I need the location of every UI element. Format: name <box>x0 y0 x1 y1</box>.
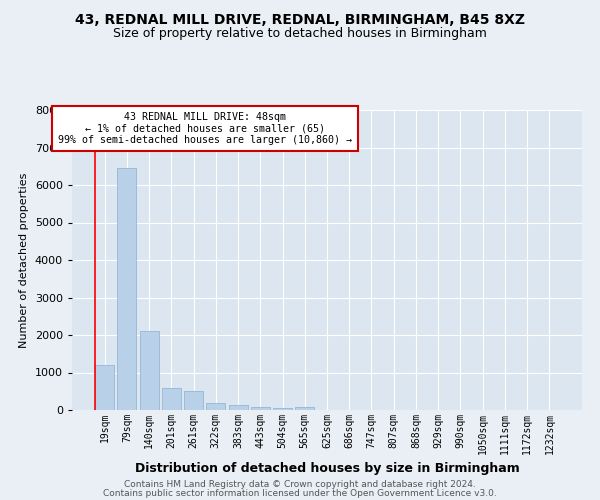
Bar <box>162 388 181 410</box>
Bar <box>273 408 292 410</box>
Text: 43, REDNAL MILL DRIVE, REDNAL, BIRMINGHAM, B45 8XZ: 43, REDNAL MILL DRIVE, REDNAL, BIRMINGHA… <box>75 12 525 26</box>
Bar <box>229 405 248 410</box>
Bar <box>295 407 314 410</box>
Bar <box>118 168 136 410</box>
Text: Contains HM Land Registry data © Crown copyright and database right 2024.: Contains HM Land Registry data © Crown c… <box>124 480 476 489</box>
Bar <box>251 408 270 410</box>
Bar <box>95 365 114 410</box>
X-axis label: Distribution of detached houses by size in Birmingham: Distribution of detached houses by size … <box>134 462 520 475</box>
Bar <box>140 331 158 410</box>
Y-axis label: Number of detached properties: Number of detached properties <box>19 172 29 348</box>
Text: Size of property relative to detached houses in Birmingham: Size of property relative to detached ho… <box>113 28 487 40</box>
Bar <box>206 403 225 410</box>
Text: 43 REDNAL MILL DRIVE: 48sqm
← 1% of detached houses are smaller (65)
99% of semi: 43 REDNAL MILL DRIVE: 48sqm ← 1% of deta… <box>58 112 352 146</box>
Bar <box>184 390 203 410</box>
Text: Contains public sector information licensed under the Open Government Licence v3: Contains public sector information licen… <box>103 489 497 498</box>
